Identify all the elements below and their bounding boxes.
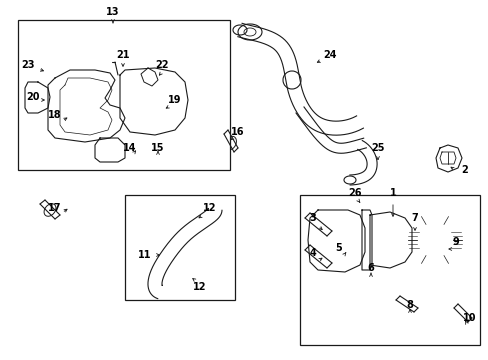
Text: 18: 18 <box>48 110 61 120</box>
Text: 3: 3 <box>309 213 316 223</box>
Text: 7: 7 <box>411 213 418 223</box>
Text: 25: 25 <box>370 143 384 153</box>
Text: 6: 6 <box>367 263 374 273</box>
Bar <box>299 195 479 345</box>
Text: 17: 17 <box>48 203 61 213</box>
Text: 20: 20 <box>26 92 40 102</box>
Text: 23: 23 <box>21 60 35 70</box>
Text: 26: 26 <box>347 188 361 198</box>
Bar <box>125 195 235 300</box>
Text: 13: 13 <box>106 7 120 17</box>
Text: 19: 19 <box>168 95 182 105</box>
Text: 10: 10 <box>462 313 476 323</box>
Text: 22: 22 <box>155 60 168 70</box>
Text: 5: 5 <box>335 243 342 253</box>
Text: 12: 12 <box>193 282 206 292</box>
Text: 4: 4 <box>309 248 316 258</box>
Text: 12: 12 <box>203 203 216 213</box>
Text: 8: 8 <box>406 300 412 310</box>
Text: 1: 1 <box>389 188 396 198</box>
Text: 9: 9 <box>452 237 458 247</box>
Text: 21: 21 <box>116 50 129 60</box>
Text: 14: 14 <box>123 143 137 153</box>
Text: 16: 16 <box>231 127 244 137</box>
Bar <box>18 20 229 170</box>
Text: 15: 15 <box>151 143 164 153</box>
Text: 11: 11 <box>138 250 151 260</box>
Text: 24: 24 <box>323 50 336 60</box>
Text: 2: 2 <box>461 165 468 175</box>
